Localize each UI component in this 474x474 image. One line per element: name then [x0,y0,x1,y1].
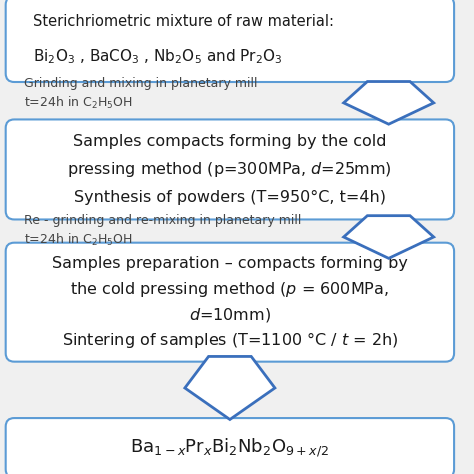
Text: Synthesis of powders (T=950°C, t=4h): Synthesis of powders (T=950°C, t=4h) [74,190,386,205]
Text: t=24h in C$_2$H$_5$OH: t=24h in C$_2$H$_5$OH [24,232,132,248]
Polygon shape [344,82,434,124]
Text: Sterichriometric mixture of raw material:: Sterichriometric mixture of raw material… [33,14,334,29]
FancyBboxPatch shape [6,418,454,474]
Text: t=24h in C$_2$H$_5$OH: t=24h in C$_2$H$_5$OH [24,95,132,111]
Text: $d$=10mm): $d$=10mm) [189,306,271,324]
Text: Re - grinding and re-mixing in planetary mill: Re - grinding and re-mixing in planetary… [24,214,301,227]
FancyBboxPatch shape [6,119,454,219]
Text: pressing method (p=300MPa, $d$=25mm): pressing method (p=300MPa, $d$=25mm) [67,160,392,179]
Polygon shape [344,216,434,258]
Text: Ba$_{1-x}$Pr$_x$Bi$_2$Nb$_2$O$_{9+x/2}$: Ba$_{1-x}$Pr$_x$Bi$_2$Nb$_2$O$_{9+x/2}$ [130,437,329,459]
FancyBboxPatch shape [6,243,454,362]
Text: Sintering of samples (T=1100 °C / $t$ = 2h): Sintering of samples (T=1100 °C / $t$ = … [62,330,398,350]
Text: Bi$_2$O$_3$ , BaCO$_3$ , Nb$_2$O$_5$ and Pr$_2$O$_3$: Bi$_2$O$_3$ , BaCO$_3$ , Nb$_2$O$_5$ and… [33,47,283,65]
Text: Samples preparation – compacts forming by: Samples preparation – compacts forming b… [52,256,408,272]
Polygon shape [185,356,275,419]
Text: the cold pressing method ($p$ = 600MPa,: the cold pressing method ($p$ = 600MPa, [71,280,389,299]
Text: Samples compacts forming by the cold: Samples compacts forming by the cold [73,134,387,149]
FancyBboxPatch shape [6,0,454,82]
Text: Grinding and mixing in planetary mill: Grinding and mixing in planetary mill [24,77,257,90]
